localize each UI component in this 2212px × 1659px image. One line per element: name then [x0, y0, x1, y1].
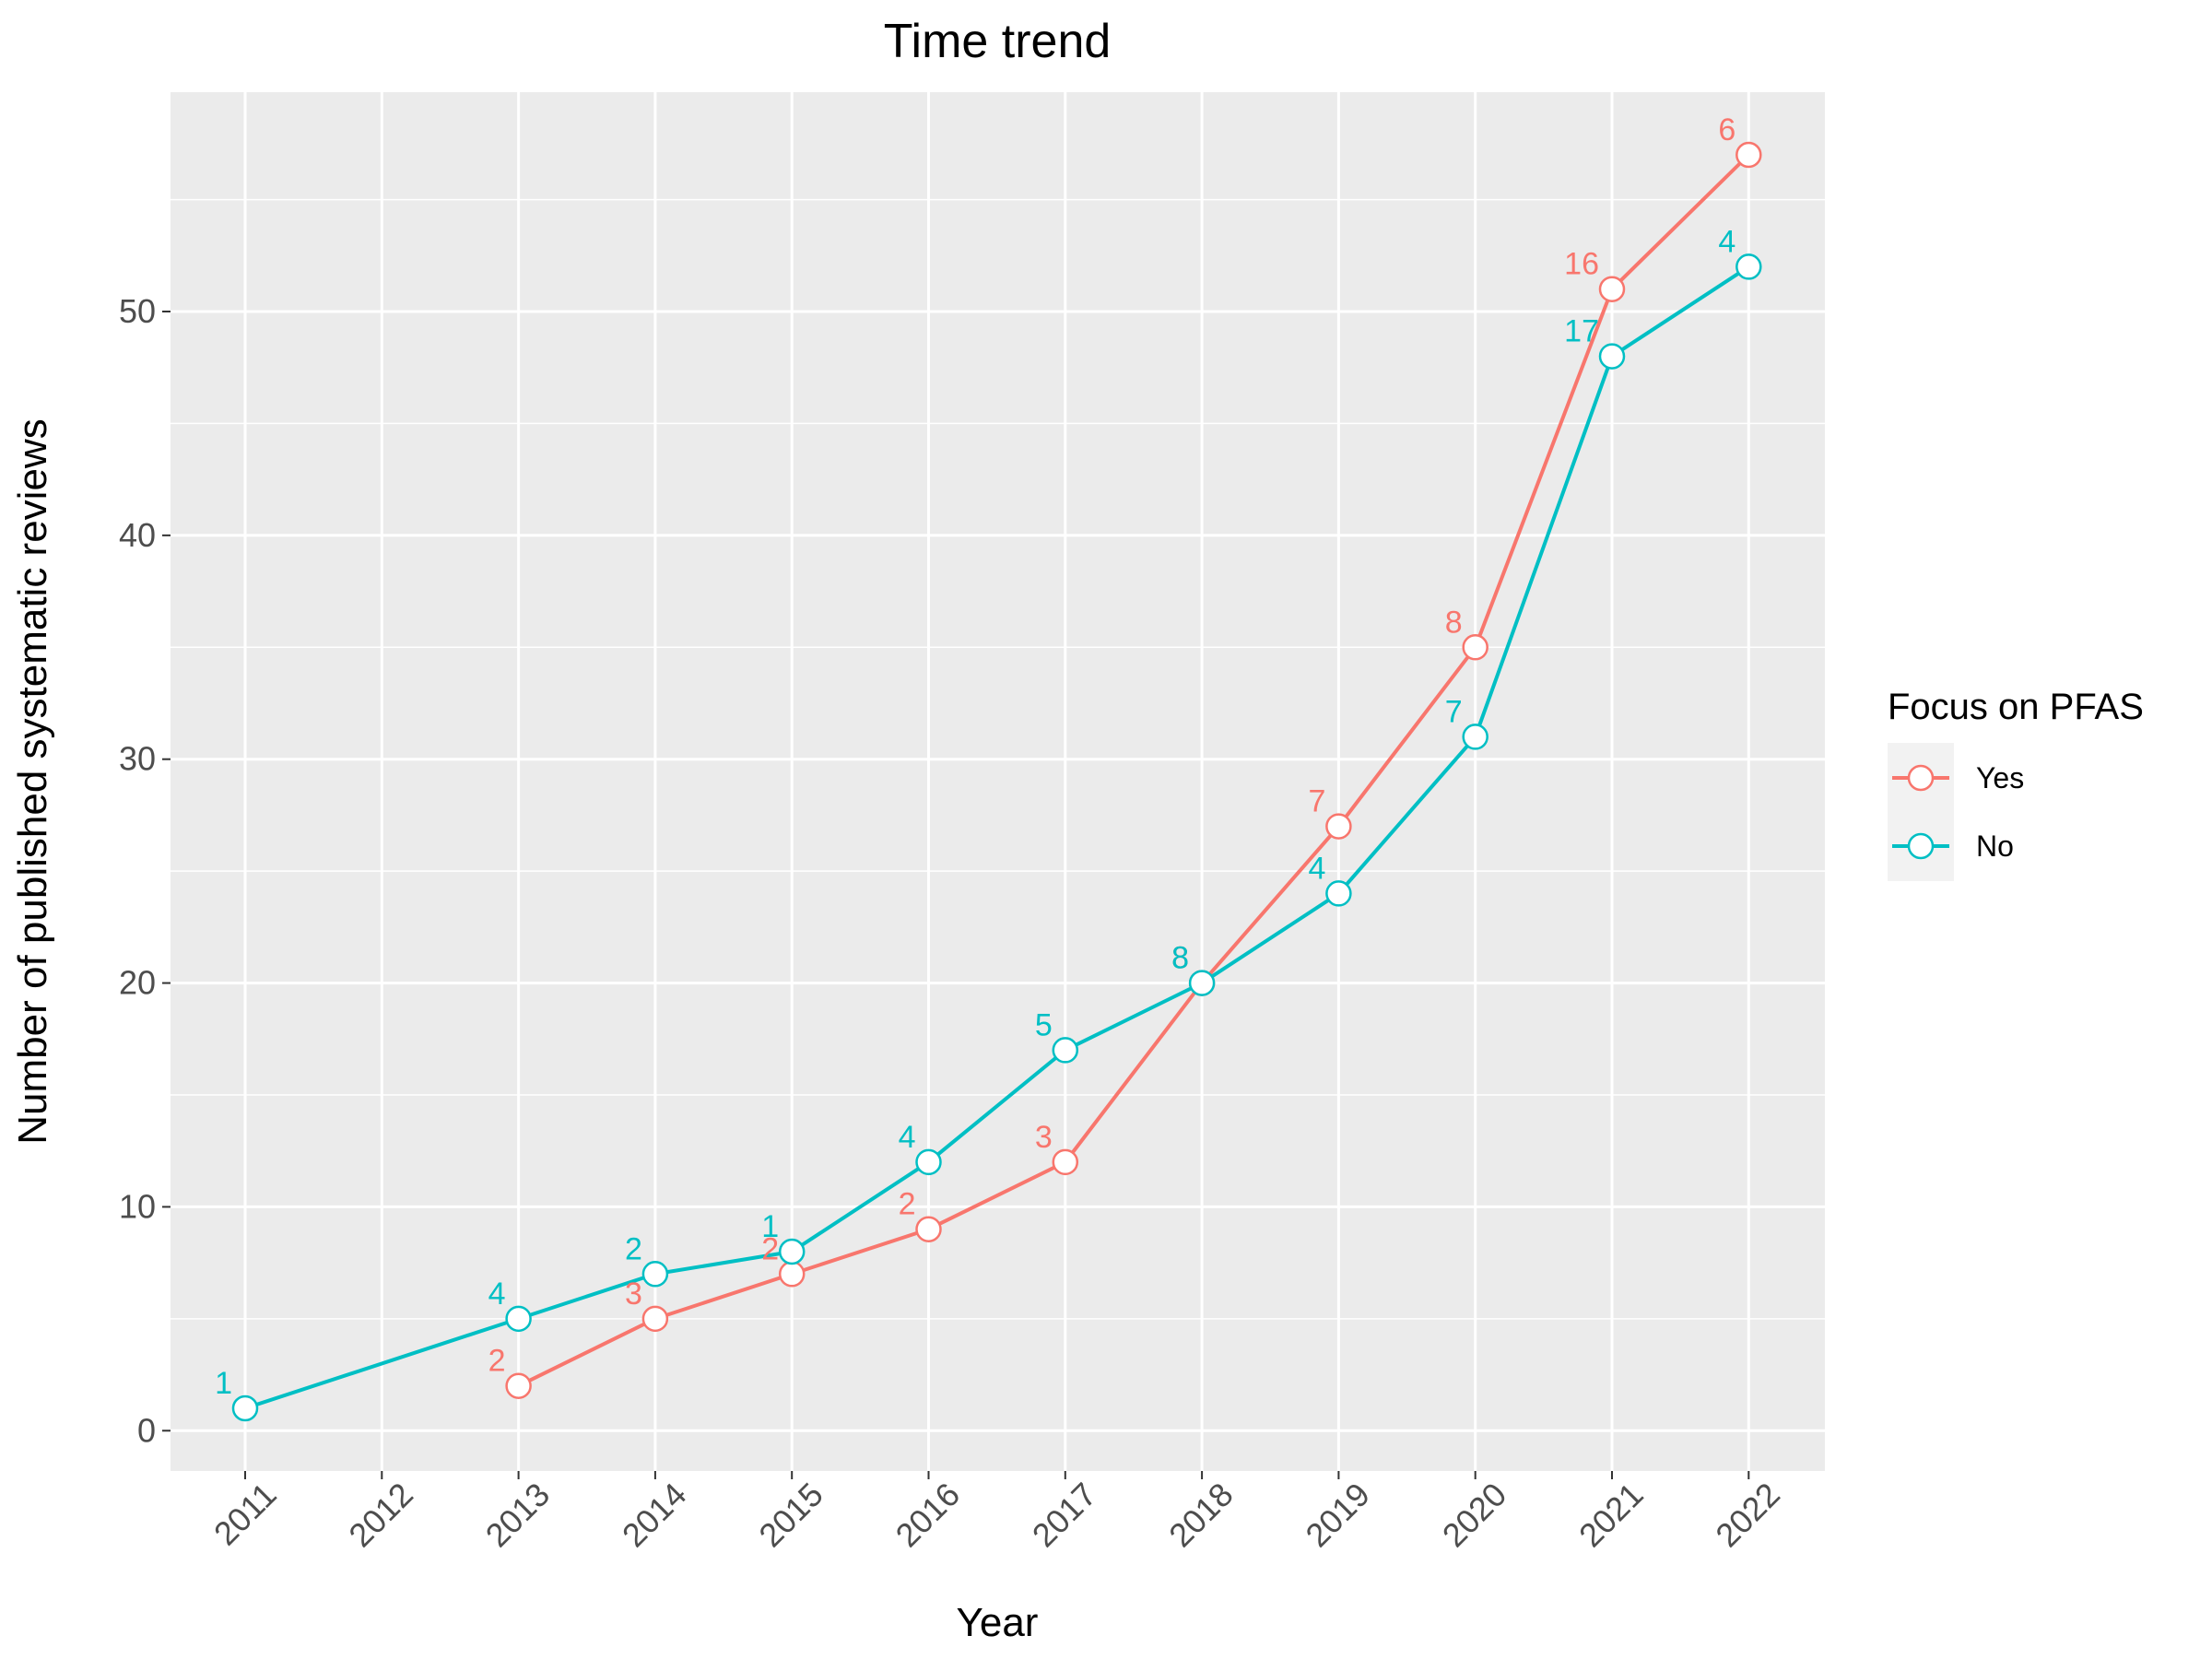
x-tick-label: 2018 [1161, 1476, 1241, 1555]
data-point-no [1325, 880, 1352, 907]
data-label-yes: 2 [899, 1187, 916, 1222]
y-tick-label: 50 [119, 292, 156, 330]
data-label-no: 17 [1564, 314, 1599, 349]
x-tick-label: 2016 [888, 1476, 968, 1555]
data-label-no: 4 [1308, 851, 1325, 886]
legend-key-background [1888, 743, 1954, 881]
data-label-no: 1 [761, 1209, 779, 1244]
y-tick-label: 10 [119, 1187, 156, 1225]
data-label-yes: 7 [1308, 784, 1325, 819]
data-label-no: 1 [215, 1366, 232, 1401]
x-tick-label: 2013 [478, 1476, 558, 1555]
legend-title: Focus on PFAS [1888, 687, 2144, 727]
data-label-no: 7 [1445, 694, 1463, 729]
data-point-yes [1598, 276, 1626, 302]
data-label-yes: 8 [1445, 605, 1463, 640]
data-point-yes [915, 1216, 942, 1242]
x-axis-ticks: 2011 2012 2013 2014 2015 2016 2017 2018 2019 2020… [206, 1471, 1787, 1554]
data-point-yes [1325, 813, 1352, 840]
x-tick-label: 2020 [1435, 1476, 1514, 1555]
data-point-yes [1462, 634, 1488, 661]
y-tick-label: 20 [119, 964, 156, 1002]
legend-key-point [1907, 832, 1935, 860]
series-points [231, 141, 1762, 1422]
x-tick-label: 2015 [751, 1476, 830, 1555]
data-point-yes [505, 1372, 532, 1399]
legend-label: No [1976, 830, 2014, 863]
data-label-yes: 16 [1564, 247, 1599, 282]
data-label-no: 4 [899, 1120, 916, 1155]
data-point-no [1462, 724, 1488, 750]
x-tick-label: 2011 [206, 1476, 284, 1553]
data-point-yes [641, 1305, 669, 1333]
data-point-no [1188, 970, 1216, 996]
y-tick-label: 0 [137, 1411, 156, 1449]
legend-keys: Yes No [1892, 761, 2024, 863]
chart-title: Time trend [884, 15, 1112, 68]
x-tick-label: 2014 [615, 1476, 694, 1555]
data-point-no [1598, 343, 1626, 370]
plot-panel [171, 92, 1825, 1471]
data-label-no: 8 [1171, 941, 1189, 976]
data-label-no: 4 [488, 1277, 506, 1312]
data-label-no: 5 [1035, 1007, 1053, 1042]
y-tick-label: 40 [119, 516, 156, 554]
legend-label: Yes [1976, 761, 2024, 794]
data-point-no [641, 1261, 669, 1288]
data-label-yes: 3 [1035, 1120, 1053, 1155]
data-point-no [778, 1238, 806, 1265]
x-tick-label: 2021 [1571, 1476, 1651, 1555]
data-point-no [1052, 1037, 1079, 1064]
data-point-no [1735, 253, 1762, 280]
data-label-yes: 8 [1171, 941, 1189, 976]
x-tick-label: 2017 [1025, 1476, 1104, 1555]
y-axis-ticks: 0 10 20 30 40 50 [119, 292, 171, 1449]
y-tick-label: 30 [119, 740, 156, 778]
legend: Focus on PFAS Yes No [1888, 687, 2144, 881]
data-point-no [915, 1148, 942, 1176]
data-point-no [231, 1394, 259, 1422]
data-label-yes: 2 [761, 1231, 779, 1266]
data-point-yes [778, 1261, 806, 1288]
minor-gridlines [171, 198, 1825, 1320]
series-line-yes [517, 153, 1750, 1388]
data-point-no [505, 1305, 532, 1333]
data-label-yes: 2 [488, 1344, 506, 1379]
data-point-yes [1735, 141, 1762, 169]
data-label-yes: 6 [1718, 112, 1735, 147]
x-axis-title: Year [957, 1600, 1039, 1645]
x-tick-label: 2019 [1298, 1476, 1377, 1555]
y-axis-title: Number of published systematic reviews [10, 418, 55, 1144]
x-tick-label: 2012 [341, 1476, 420, 1555]
legend-key-point [1907, 764, 1935, 792]
data-point-yes [1052, 1148, 1079, 1176]
data-label-yes: 3 [625, 1277, 642, 1312]
data-label-no: 2 [625, 1231, 642, 1266]
data-label-no: 4 [1718, 224, 1735, 259]
x-tick-label: 2022 [1708, 1476, 1787, 1555]
major-gridlines [171, 92, 1825, 1471]
